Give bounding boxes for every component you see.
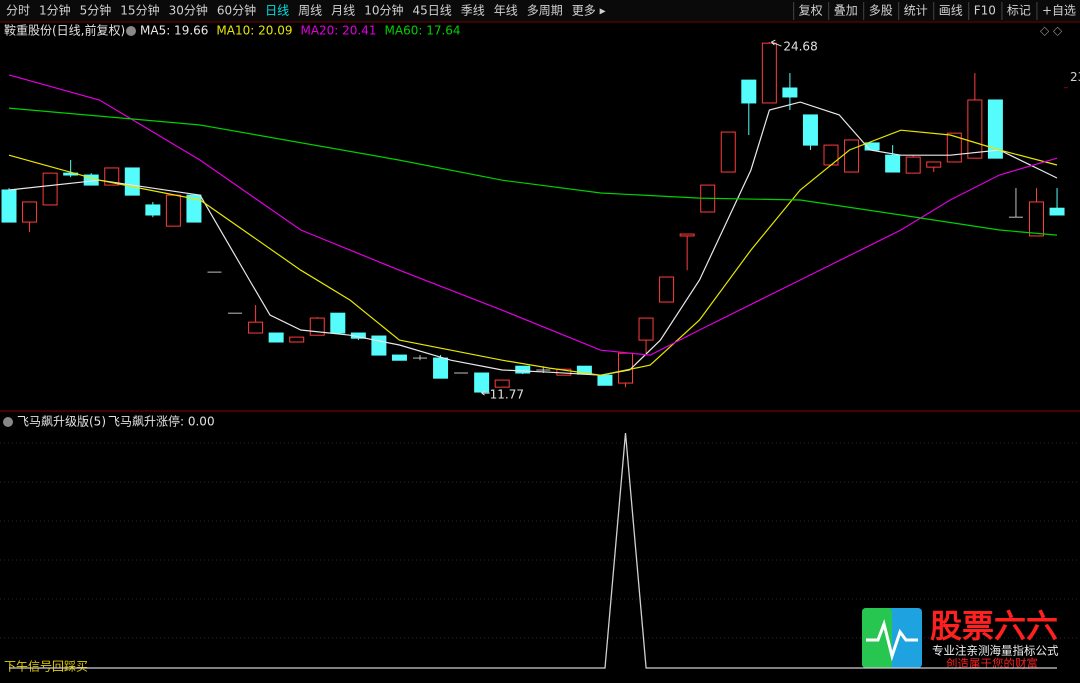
toolbar-button[interactable]: 多股	[869, 4, 893, 18]
toolbar-button[interactable]: 叠加	[834, 4, 858, 18]
ma-line	[8, 107, 1058, 236]
candle-body	[782, 87, 798, 98]
toolbar-button[interactable]: +自选	[1042, 4, 1076, 18]
candle-body	[124, 167, 140, 196]
settings-icon[interactable]	[126, 26, 136, 36]
toolbar-tab[interactable]: 周线	[298, 4, 322, 18]
toolbar-button[interactable]: 复权	[799, 4, 823, 18]
toolbar-tab[interactable]: 年线	[494, 4, 518, 18]
candle-body	[474, 372, 490, 393]
ma-legend: MA60: 17.64	[385, 24, 461, 38]
candle-body	[515, 365, 531, 374]
toolbar-tab[interactable]: 10分钟	[364, 3, 403, 18]
toolbar-tab[interactable]: 季线	[461, 4, 485, 18]
lower-grid	[0, 442, 1080, 639]
candle-body	[720, 131, 736, 173]
candle-body	[823, 144, 839, 166]
candle-body	[165, 194, 181, 227]
candle-body	[1049, 207, 1065, 216]
candle-body	[391, 354, 407, 361]
logo: 股票六六 专业注亲测海量指标公式 创造属于您的财富	[862, 607, 1059, 671]
candle-body	[145, 204, 161, 216]
toolbar	[0, 0, 1080, 22]
ma-line	[8, 129, 1058, 376]
candle-body	[433, 357, 449, 379]
toolbar-button[interactable]: F10	[974, 4, 996, 18]
indicator-legend: 飞马飙升涨停: 0.00	[108, 414, 215, 429]
signal-text: 下午信号回踩买	[4, 660, 88, 674]
ma-legend: MA20: 20.41	[300, 24, 376, 38]
panel-icon[interactable]: ◇ ◇	[1040, 24, 1063, 38]
low-arrow	[481, 390, 490, 396]
ma-legend: MA5: 19.66	[140, 24, 208, 38]
stock-name: 鞍重股份(日线,前复权)	[4, 23, 125, 38]
toolbar-tab[interactable]: 60分钟	[217, 3, 256, 18]
candle-body	[268, 332, 284, 343]
candle-body	[1029, 201, 1044, 237]
toolbar-tab[interactable]: 更多 ▸	[572, 4, 606, 18]
candle-body	[926, 161, 942, 168]
indicator-icon[interactable]	[3, 417, 13, 427]
candle-body	[802, 114, 818, 146]
candle-body	[186, 194, 202, 223]
candle-body	[289, 336, 305, 343]
candle-body	[248, 321, 264, 334]
logo-pulse	[866, 618, 918, 662]
logo-name: 股票六六	[930, 607, 1058, 645]
logo-slogan: 专业注亲测海量指标公式	[932, 644, 1059, 658]
candle-body	[597, 374, 613, 386]
toolbar-tab[interactable]: 1分钟	[39, 3, 71, 18]
low-annotation: 11.77	[490, 388, 524, 402]
indicator-title: 飞马飙升级版(5)	[17, 414, 106, 429]
candle-body	[885, 154, 901, 173]
candle-body	[679, 233, 695, 237]
candle-body	[659, 276, 675, 303]
toolbar-button[interactable]: 标记	[1007, 4, 1031, 18]
candle-body	[22, 201, 38, 223]
candle-body	[905, 156, 921, 174]
candle-body	[494, 379, 510, 388]
candle-body	[741, 79, 757, 104]
toolbar-button[interactable]: 画线	[939, 4, 963, 18]
logo-motto: 创造属于您的财富	[946, 657, 1038, 671]
toolbar-tab[interactable]: 15分钟	[120, 3, 159, 18]
candle-body	[371, 335, 387, 356]
toolbar-tab[interactable]: 5分钟	[80, 3, 112, 18]
toolbar-items: 分时 1分钟 5分钟 15分钟 30分钟 60分钟 日线 周线 月线 10分钟 45日线 季线 年线 多周…	[6, 2, 1076, 20]
toolbar-tab[interactable]: 多周期	[527, 4, 563, 18]
candle-body	[844, 139, 860, 173]
candle-body	[42, 172, 58, 206]
toolbar-tab[interactable]: 月线	[331, 4, 355, 18]
toolbar-tab[interactable]: 30分钟	[169, 3, 208, 18]
high-arrow	[770, 39, 782, 47]
toolbar-tab[interactable]: 日线	[265, 4, 289, 18]
candle-body	[104, 167, 120, 186]
toolbar-tab[interactable]: 分时	[6, 4, 30, 18]
candle-body	[967, 99, 983, 159]
candle-body	[761, 42, 777, 104]
candle-body	[638, 317, 654, 341]
candle-body	[618, 352, 633, 384]
y-tick-label: 23	[1070, 70, 1080, 84]
indicator-line	[9, 432, 1057, 669]
candle-body	[330, 312, 346, 334]
high-annotation: 24.68	[783, 40, 817, 54]
candle-body	[1, 189, 17, 223]
toolbar-tab[interactable]: 45日线	[412, 4, 451, 18]
candle-body	[987, 99, 1003, 159]
toolbar-button[interactable]: 统计	[904, 4, 928, 18]
ma-legend: MA10: 20.09	[216, 24, 292, 38]
ma-line	[8, 74, 1058, 356]
